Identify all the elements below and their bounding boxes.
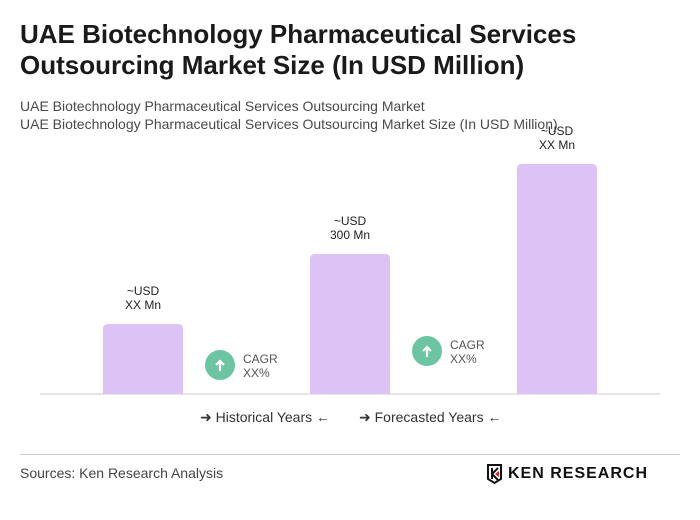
cagr-value: XX%: [450, 352, 477, 366]
data-label: ~USD: [127, 284, 160, 298]
cagr-value: XX%: [243, 366, 270, 380]
subtitle: UAE Biotechnology Pharmaceutical Service…: [20, 98, 425, 114]
data-label: ~USD: [334, 214, 367, 228]
logo-icon: [487, 464, 502, 485]
data-label: XX Mn: [125, 298, 161, 312]
legend-forecasted: ➜ Forecasted Years ←: [359, 409, 502, 425]
data-label: XX Mn: [539, 138, 575, 152]
divider: [20, 454, 680, 455]
cagr-label: CAGR: [243, 352, 278, 366]
legend-historical: ➜ Historical Years ←: [200, 409, 331, 425]
bar: [517, 163, 597, 394]
legend-forecasted-label: Forecasted Years: [374, 409, 484, 425]
arrow-up-icon: [422, 345, 432, 357]
sources: Sources: Ken Research Analysis: [20, 465, 224, 481]
subtitle-2: UAE Biotechnology Pharmaceutical Service…: [20, 116, 558, 132]
data-label: 300 Mn: [330, 228, 370, 242]
bar: [103, 324, 183, 394]
legend-historical-label: Historical Years: [215, 409, 313, 425]
bar: [310, 254, 390, 394]
cagr-label: CAGR: [450, 338, 485, 352]
data-label: ~USD: [541, 124, 574, 138]
page-title: UAE Biotechnology Pharmaceutical Service…: [20, 19, 577, 80]
ken-research-logo: KEN RESEARCH: [486, 463, 648, 485]
logo-text: KEN RESEARCH: [508, 465, 649, 482]
arrow-up-icon: [215, 359, 225, 371]
